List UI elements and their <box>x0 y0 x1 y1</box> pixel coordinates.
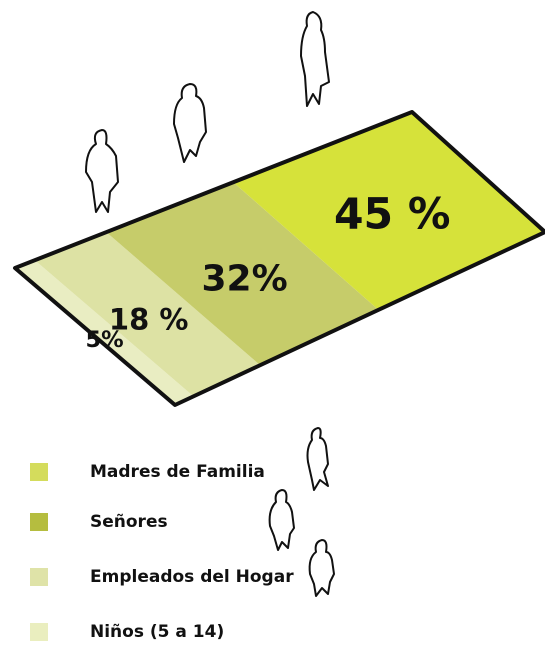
value-label: 32% <box>201 258 287 299</box>
legend-swatch <box>30 513 48 531</box>
legend-label: Empleados del Hogar <box>90 567 294 587</box>
segment <box>15 260 194 405</box>
value-labels: 5%18 % 32% 45 % <box>85 191 450 353</box>
legend-label: Señores <box>90 512 168 532</box>
segment <box>233 112 545 310</box>
figures <box>85 11 335 597</box>
plane-outline <box>13 110 545 407</box>
value-label: 18 % <box>109 302 189 336</box>
legend: Madres de Familia Señores Empleados del Ho… <box>30 462 294 642</box>
plane <box>15 112 545 405</box>
legend-label: Niños (5 a 14) <box>90 622 224 642</box>
legend-swatch <box>30 623 48 641</box>
legend-label: Madres de Familia <box>90 462 265 482</box>
segment <box>34 232 261 397</box>
value-label: 45 % <box>334 191 451 240</box>
legend-swatch <box>30 463 48 481</box>
value-label: 5% <box>85 327 123 353</box>
segment <box>106 182 379 366</box>
legend-swatch <box>30 568 48 586</box>
